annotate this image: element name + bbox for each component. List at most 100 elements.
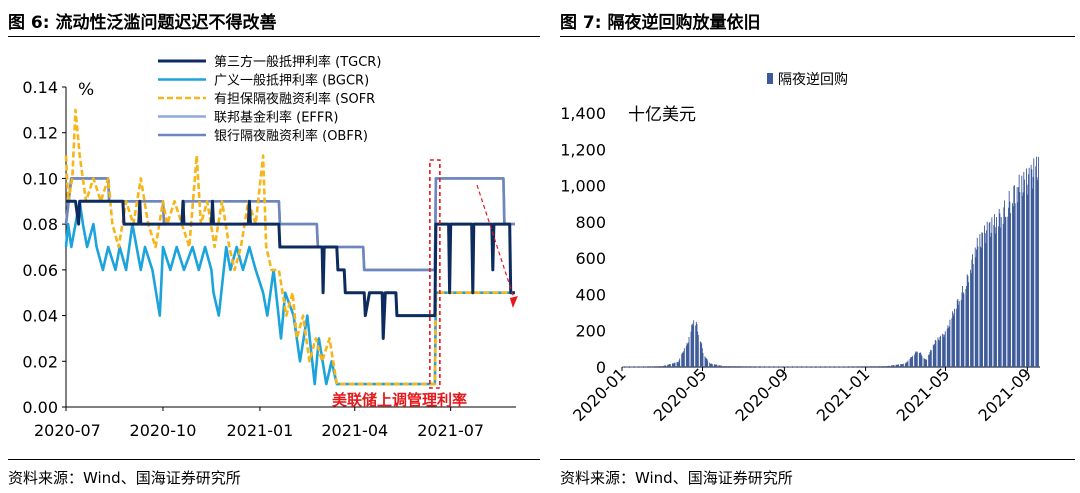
- left-legend-label-0: 第三方一般抵押利率 (TGCR): [214, 54, 381, 70]
- rrp-bar: [902, 364, 904, 367]
- rrp-bar: [809, 366, 810, 368]
- rrp-bar: [789, 366, 790, 368]
- rrp-bar: [649, 366, 651, 368]
- rrp-bar: [725, 366, 727, 367]
- rrp-bar: [784, 366, 786, 368]
- rrp-bar: [886, 366, 888, 367]
- rrp-bar: [696, 323, 698, 367]
- rrp-bar: [830, 366, 832, 368]
- rrp-bar: [921, 356, 923, 367]
- rrp-bar: [643, 366, 645, 368]
- rrp-bar: [636, 366, 638, 368]
- rrp-bar: [1036, 156, 1037, 367]
- rrp-bar: [972, 264, 974, 367]
- rrp-bar: [850, 366, 852, 368]
- rrp-bar: [723, 366, 725, 367]
- rrp-bar: [956, 300, 958, 367]
- rrp-bar: [658, 366, 660, 367]
- rrp-bar: [868, 366, 870, 368]
- rrp-bar: [720, 365, 722, 367]
- rrp-bar: [793, 366, 794, 368]
- rrp-bar: [1014, 203, 1016, 367]
- rrp-bar: [863, 366, 865, 368]
- rrp-bar: [622, 366, 623, 368]
- rrp-bar: [836, 366, 838, 368]
- rrp-bar: [668, 364, 670, 367]
- rrp-bar: [828, 366, 830, 368]
- rrp-bar: [795, 366, 796, 368]
- rrp-bar: [833, 366, 834, 368]
- rrp-bar: [971, 259, 973, 367]
- right-y-tick-label: 400: [575, 285, 606, 304]
- rrp-bar: [1033, 158, 1035, 367]
- rrp-bar: [979, 234, 981, 367]
- rrp-bar: [800, 366, 802, 368]
- rrp-bar: [634, 366, 636, 368]
- rrp-bar: [777, 366, 778, 368]
- rrp-bar: [635, 366, 637, 368]
- rrp-bar: [692, 325, 694, 367]
- rrp-bar: [762, 366, 764, 368]
- rrp-bar: [1010, 213, 1011, 367]
- rrp-bar: [763, 366, 765, 368]
- rrp-bar: [980, 246, 981, 367]
- rrp-bar: [748, 366, 750, 368]
- rrp-bar: [890, 365, 892, 367]
- rrp-bar: [817, 366, 818, 368]
- rrp-bar: [667, 364, 669, 367]
- rrp-bar: [669, 364, 671, 367]
- rrp-bar: [865, 366, 867, 368]
- rrp-bar: [751, 366, 753, 368]
- rrp-bar: [678, 360, 680, 367]
- rrp-bar: [966, 274, 968, 367]
- rrp-bar: [681, 354, 683, 367]
- rrp-bar: [639, 366, 641, 368]
- rrp-bar: [744, 366, 746, 368]
- rrp-bar: [957, 298, 959, 367]
- rrp-bar: [640, 366, 642, 368]
- rrp-bar: [834, 366, 836, 368]
- rrp-bar: [650, 366, 652, 368]
- rrp-bar: [780, 366, 782, 368]
- rrp-bar: [1016, 187, 1018, 367]
- right-y-tick-label: 800: [575, 213, 606, 232]
- rrp-bar: [776, 366, 778, 368]
- rrp-bar: [630, 366, 632, 368]
- rrp-bar: [1036, 177, 1038, 367]
- rrp-bar: [915, 351, 917, 367]
- rrp-bar: [632, 366, 634, 368]
- left-x-tick-label: 2021-07: [417, 421, 484, 440]
- rrp-bar: [980, 247, 982, 367]
- rrp-bar: [690, 331, 692, 367]
- rrp-bar: [990, 232, 992, 367]
- rrp-bar: [681, 352, 683, 367]
- right-x-tick-label: 2020-09: [732, 364, 793, 425]
- rrp-bar: [962, 286, 964, 367]
- rrp-bar: [710, 363, 712, 367]
- rrp-bar: [812, 366, 814, 368]
- rrp-bar: [627, 366, 629, 368]
- rrp-bar: [651, 366, 653, 368]
- rrp-bar: [954, 308, 956, 367]
- rrp-bar: [968, 282, 970, 367]
- rrp-bar: [663, 365, 665, 367]
- rrp-bar: [719, 365, 721, 367]
- rrp-bar: [1004, 200, 1005, 367]
- rrp-bar: [813, 366, 815, 368]
- rrp-bar: [705, 358, 707, 367]
- rrp-bar: [728, 366, 730, 367]
- rrp-bar: [695, 321, 697, 367]
- rrp-bar: [814, 366, 816, 368]
- right-y-tick-label: 1,000: [560, 177, 606, 196]
- rrp-bar: [721, 365, 723, 367]
- rrp-bar: [758, 366, 760, 368]
- rrp-bar: [1032, 176, 1034, 367]
- rrp-bar: [918, 352, 920, 367]
- rrp-bar: [1022, 192, 1024, 367]
- rrp-bar: [623, 366, 625, 368]
- rrp-bar: [925, 360, 927, 367]
- rrp-bar: [929, 352, 931, 367]
- rrp-bar: [799, 366, 801, 368]
- rrp-bar: [802, 366, 804, 368]
- rrp-bar: [729, 366, 731, 367]
